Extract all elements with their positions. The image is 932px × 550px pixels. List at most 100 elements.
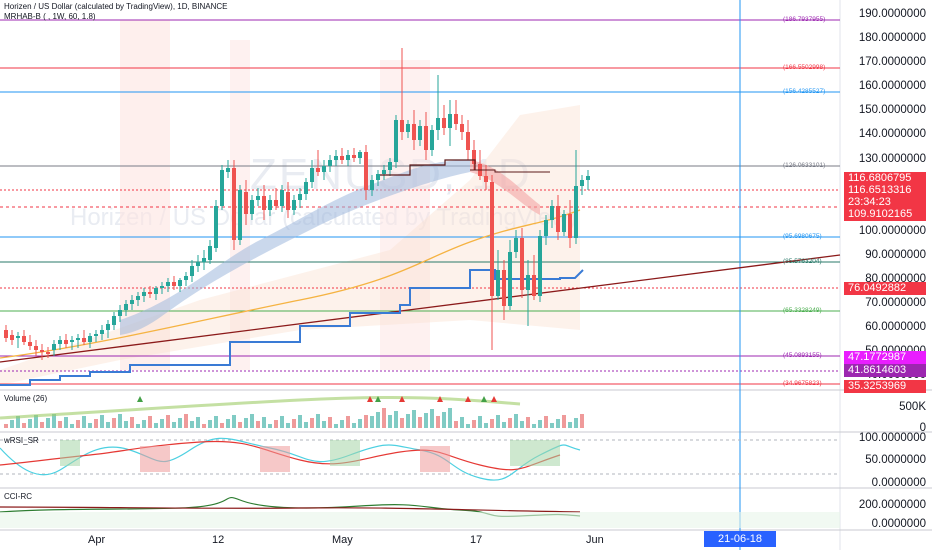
volume-axis-label: 500K: [899, 401, 926, 413]
candle-body: [490, 182, 494, 296]
candle-body: [148, 292, 152, 294]
hline-label: (156.4285527): [783, 88, 826, 95]
volume-bar: [562, 415, 566, 428]
hline-label: (85.5763204): [783, 258, 822, 265]
price-tag: 41.8614603: [844, 364, 926, 377]
volume-bar: [166, 415, 170, 428]
candle-body: [40, 350, 44, 352]
volume-bar: [526, 417, 530, 428]
volume-bar: [82, 416, 86, 428]
signal-triangle: [137, 396, 143, 402]
candle-body: [286, 192, 290, 210]
candle-body: [376, 174, 380, 180]
volume-bar: [64, 417, 68, 428]
cci-axis-0: 0.0000000: [871, 518, 926, 530]
trend-line: [0, 254, 841, 363]
candle-body: [586, 176, 590, 180]
candle-body: [184, 276, 188, 280]
candle-body: [82, 338, 86, 342]
volume-bar: [220, 423, 224, 428]
volume-bar: [454, 421, 458, 428]
hline-label: (166.5502998): [783, 64, 826, 71]
price-tag: 47.1772987: [844, 351, 926, 364]
volume-bar: [436, 416, 440, 428]
candle-body: [214, 206, 218, 248]
volume-bar: [568, 422, 572, 428]
signal-triangle: [465, 396, 471, 402]
volume-bar: [574, 418, 578, 428]
weekly-ha-line: [380, 159, 476, 176]
signal-triangle: [367, 396, 373, 402]
candle-body: [424, 126, 428, 150]
candle-body: [94, 334, 98, 336]
candle-body: [316, 168, 320, 172]
hline-label: (34.9675823): [783, 380, 822, 387]
candle-body: [502, 270, 506, 306]
candle-body: [202, 258, 206, 262]
price-axis-label: 170.0000000: [858, 56, 926, 68]
candle-body: [106, 324, 110, 330]
volume-bar: [250, 414, 254, 428]
volume-bar: [496, 415, 500, 428]
trailing-stop-line: [0, 269, 584, 386]
hline-label: (65.3328249): [783, 307, 822, 314]
volume-bar: [430, 409, 434, 428]
chart-title: Horizen / US Dollar (calculated by Tradi…: [4, 2, 228, 11]
candle-body: [298, 194, 302, 200]
candle-body: [70, 340, 74, 342]
weekly-ha-line: [470, 169, 550, 173]
wrsi-signal: [0, 440, 561, 471]
volume-bar: [400, 418, 404, 428]
volume-bar: [196, 417, 200, 428]
candle-body: [100, 330, 104, 334]
volume-bar: [262, 417, 266, 428]
candle-body: [130, 300, 134, 304]
hline-label: (126.0633101): [783, 162, 826, 169]
wrsi-fill: [260, 446, 290, 472]
price-axis-label: 70.0000000: [865, 297, 926, 309]
volume-bar: [358, 419, 362, 428]
candle-body: [292, 200, 296, 210]
candle-body: [520, 238, 524, 290]
candle-body: [430, 130, 434, 150]
volume-bar: [544, 416, 548, 428]
volume-bar: [112, 418, 116, 428]
volume-bar: [322, 421, 326, 428]
volume-bar: [256, 421, 260, 428]
time-label-jun: Jun: [586, 534, 604, 546]
candle-body: [466, 132, 470, 150]
candle-body: [454, 114, 458, 124]
volume-bar: [382, 408, 386, 428]
hline-label: (186.7937955): [783, 16, 826, 23]
cloud-band-red: [470, 160, 540, 215]
price-axis-label: 100.0000000: [858, 225, 926, 237]
candle-body: [4, 330, 8, 338]
candle-body: [238, 190, 242, 240]
candle-body: [10, 335, 14, 340]
candle-body: [178, 280, 182, 286]
candle-body: [328, 160, 332, 166]
volume-bar: [460, 417, 464, 428]
volume-axis-zero: 0: [919, 422, 926, 434]
volume-bar: [34, 415, 38, 428]
price-tag: 76.0492882: [844, 282, 926, 295]
volume-bar: [184, 414, 188, 428]
volume-bar: [478, 416, 482, 428]
candle-body: [412, 124, 416, 140]
indicator-legend: MRHAB-B ( , 1W, 60, 1.8): [4, 12, 96, 21]
candle-body: [580, 180, 584, 186]
candle-body: [172, 282, 176, 286]
candle-body: [274, 200, 278, 206]
wrsi-axis-50: 50.0000000: [865, 454, 926, 466]
volume-bar: [100, 415, 104, 428]
candle-body: [124, 304, 128, 310]
price-tag: 116.6806795: [844, 172, 926, 185]
volume-bar: [88, 423, 92, 428]
volume-bar: [232, 415, 236, 428]
candle-body: [280, 190, 284, 206]
volume-bar: [274, 420, 278, 428]
volume-bar: [538, 420, 542, 428]
candle-body: [310, 168, 314, 182]
candle-body: [340, 156, 344, 160]
